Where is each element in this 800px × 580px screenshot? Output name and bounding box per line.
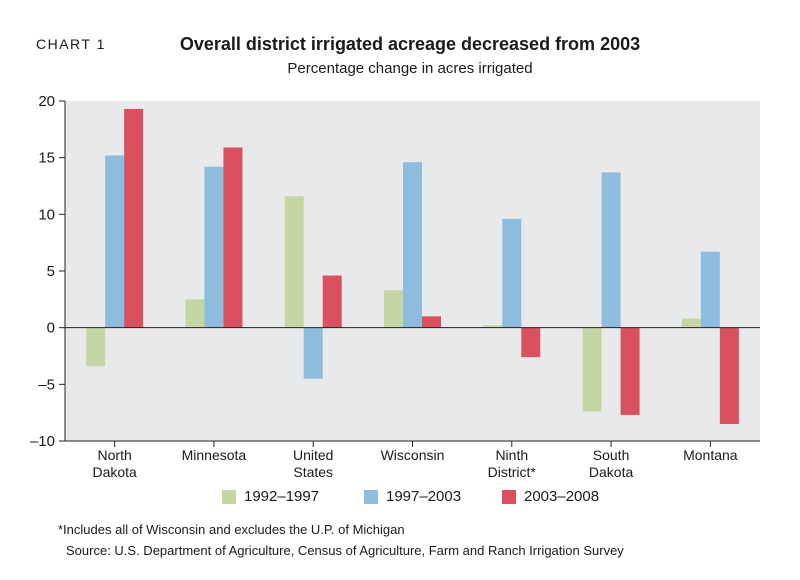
x-tick-label: Ninth District*: [488, 447, 537, 480]
bar: [582, 327, 602, 412]
bar: [620, 327, 640, 415]
y-tick-label: –10: [30, 433, 55, 450]
y-tick-label: –5: [38, 376, 55, 393]
bar: [185, 299, 205, 328]
bar: [403, 162, 422, 328]
bar: [86, 327, 106, 367]
chart-subtitle: Percentage change in acres irrigated: [287, 60, 533, 77]
legend-label: 1997–2003: [386, 488, 462, 505]
bar: [322, 275, 342, 328]
y-tick-label: 5: [47, 263, 55, 280]
legend-swatch: [502, 489, 516, 504]
bar: [284, 196, 304, 328]
bar: [105, 155, 125, 328]
bar: [303, 327, 323, 379]
bar: [483, 325, 503, 328]
bar: [502, 218, 522, 328]
y-tick-label: 20: [38, 93, 55, 110]
legend: 1992–1997 1997–2003 2003–2008: [0, 488, 800, 508]
source-note: Source: U.S. Department of Agriculture, …: [66, 543, 624, 558]
legend-swatch: [364, 489, 378, 504]
bar: [223, 147, 243, 328]
bar: [601, 172, 621, 328]
chart-title: Overall district irrigated acreage decre…: [179, 34, 641, 54]
x-tick-label: Montana: [683, 447, 738, 463]
legend-item-1997-2003: 1997–2003: [364, 488, 461, 505]
bar: [521, 327, 541, 358]
y-tick-label: 0: [47, 320, 55, 337]
bar: [681, 318, 701, 328]
bar: [384, 290, 403, 328]
bar-chart: 20 15 10 5 0 –5 –10 North Dakota Minnesota United S…: [30, 93, 760, 480]
legend-item-2003-2008: 2003–2008: [502, 488, 599, 505]
y-tick-label: 15: [38, 150, 55, 167]
x-tick-label: South Dakota: [589, 447, 634, 480]
y-tick-label: 10: [38, 206, 55, 223]
legend-swatch: [222, 489, 236, 504]
x-tick-label: Wisconsin: [381, 447, 445, 463]
x-tick-label: North Dakota: [92, 447, 137, 480]
bar: [719, 327, 739, 424]
bar: [124, 108, 144, 328]
legend-label: 2003–2008: [524, 488, 600, 505]
legend-label: 1992–1997: [244, 488, 320, 505]
legend-item-1992-1997: 1992–1997: [222, 488, 319, 505]
bar: [700, 251, 720, 328]
x-tick-label: United States: [293, 447, 333, 480]
bar: [422, 316, 441, 328]
x-tick-label: Minnesota: [182, 447, 247, 463]
footnote: *Includes all of Wisconsin and excludes …: [58, 522, 405, 537]
bar: [204, 166, 224, 328]
chart-label: CHART 1: [36, 36, 106, 52]
